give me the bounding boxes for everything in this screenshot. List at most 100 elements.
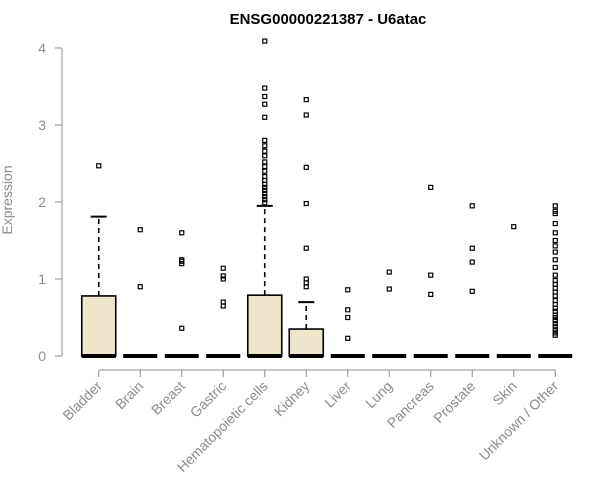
- outlier-point: [303, 200, 309, 207]
- x-tick-label: Bladder: [59, 378, 105, 424]
- outlier-point: [552, 203, 558, 209]
- box-group: [372, 269, 407, 358]
- y-tick-label: 3: [38, 117, 46, 133]
- outlier-point: [428, 184, 434, 190]
- outlier-point: [552, 249, 558, 255]
- outlier-point: [262, 163, 268, 170]
- outlier-point: [262, 101, 268, 107]
- box-group: [413, 184, 448, 358]
- boxes-layer: [80, 38, 573, 358]
- y-tick-label: 4: [38, 40, 46, 56]
- outlier-point: [345, 307, 351, 313]
- outlier-point: [345, 335, 351, 341]
- outlier-point: [262, 137, 268, 143]
- y-tick-label: 1: [38, 271, 46, 287]
- outlier-point: [262, 153, 268, 159]
- x-tick-label: Liver: [321, 378, 354, 411]
- outlier-point: [552, 210, 558, 217]
- outlier-point: [469, 245, 475, 251]
- outlier-point: [552, 317, 558, 324]
- outlier-point: [303, 96, 309, 103]
- outlier-point: [262, 168, 268, 174]
- y-axis-label: Expression: [0, 165, 15, 234]
- outlier-point: [469, 259, 475, 265]
- outlier-point: [262, 187, 268, 194]
- x-tick-label: Breast: [148, 378, 188, 418]
- box-group: [330, 287, 365, 358]
- outlier-point: [262, 143, 268, 149]
- y-tick-label: 0: [38, 348, 46, 364]
- outlier-point: [552, 324, 558, 330]
- x-tick-label: Unknown / Other: [476, 378, 562, 464]
- box-group: [164, 230, 199, 358]
- outlier-point: [386, 269, 392, 275]
- box-body: [288, 328, 325, 357]
- chart-title: ENSG00000221387 - U6atac: [230, 11, 427, 28]
- outlier-point: [96, 163, 102, 169]
- outlier-point: [552, 305, 558, 311]
- outlier-point: [303, 112, 309, 118]
- outlier-point: [262, 93, 268, 100]
- outlier-point: [552, 293, 558, 299]
- outlier-point: [552, 243, 558, 249]
- x-tick-label: Skin: [489, 378, 520, 409]
- outlier-point: [303, 164, 309, 170]
- box-group: [123, 227, 158, 358]
- outlier-point: [428, 291, 434, 297]
- outlier-point: [552, 321, 558, 327]
- outlier-point: [262, 159, 268, 165]
- outlier-point: [469, 288, 475, 294]
- outlier-point: [262, 148, 268, 154]
- box-group: [206, 265, 241, 358]
- outlier-point: [262, 85, 268, 91]
- outlier-point: [220, 273, 226, 279]
- outlier-point: [262, 184, 268, 190]
- x-tick-label: Lung: [362, 378, 395, 411]
- outlier-point: [386, 286, 392, 292]
- outlier-point: [552, 264, 558, 271]
- outlier-point: [179, 257, 185, 263]
- x-tick-label: Brain: [112, 378, 146, 412]
- outlier-point: [345, 314, 351, 321]
- y-axis: 0 1 2 3 4: [38, 40, 63, 364]
- outlier-point: [552, 327, 558, 333]
- outlier-point: [262, 190, 268, 197]
- outlier-point: [552, 237, 558, 244]
- outlier-point: [345, 287, 351, 293]
- outlier-point: [552, 230, 558, 236]
- outlier-point: [262, 114, 268, 120]
- box-group: [538, 203, 573, 358]
- outlier-point: [552, 332, 558, 338]
- outlier-point: [262, 197, 268, 203]
- box-group: [246, 38, 283, 358]
- box-group: [288, 96, 325, 358]
- outlier-point: [262, 38, 268, 44]
- outlier-point: [220, 299, 226, 305]
- box-group: [496, 224, 531, 358]
- box-group: [80, 163, 117, 358]
- box-body: [80, 295, 117, 357]
- outlier-point: [552, 314, 558, 321]
- outlier-point: [552, 272, 558, 278]
- outlier-point: [511, 224, 517, 230]
- outlier-point: [469, 203, 475, 209]
- box-group: [455, 203, 490, 358]
- outlier-point: [137, 227, 143, 233]
- outlier-point: [552, 220, 558, 227]
- x-tick-label: Prostate: [430, 378, 478, 426]
- outlier-point: [552, 257, 558, 263]
- y-tick-label: 2: [38, 194, 46, 210]
- outlier-point: [262, 194, 268, 200]
- outlier-point: [220, 265, 226, 271]
- box-body: [246, 294, 283, 357]
- outlier-point: [303, 284, 309, 290]
- outlier-point: [220, 276, 226, 282]
- outlier-point: [179, 230, 185, 236]
- outlier-point: [428, 272, 434, 278]
- outlier-point: [262, 200, 268, 206]
- x-tick-label: Kidney: [271, 378, 313, 420]
- outlier-point: [303, 245, 309, 251]
- outlier-point: [137, 284, 143, 290]
